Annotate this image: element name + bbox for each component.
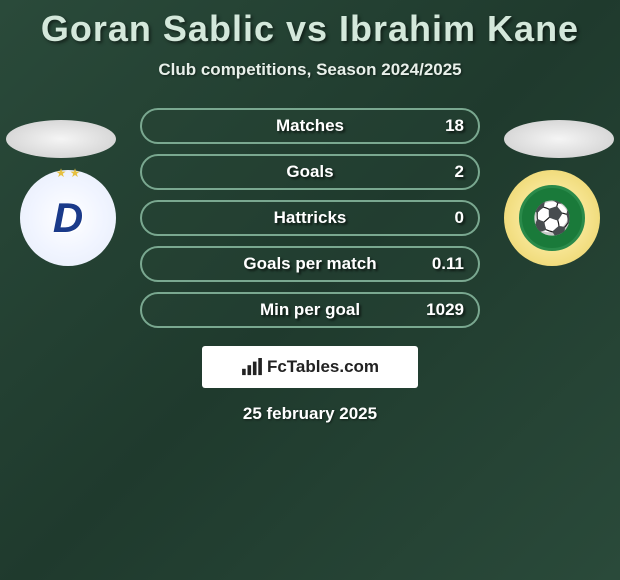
stat-row-matches: Matches 18 xyxy=(140,108,480,144)
stat-value-right: 18 xyxy=(445,116,464,136)
comparison-panel: ★ ★ D ⚽ Matches 18 Goals 2 Hattricks 0 G… xyxy=(0,108,620,424)
date-line: 25 february 2025 xyxy=(0,404,620,424)
stat-row-goals-per-match: Goals per match 0.11 xyxy=(140,246,480,282)
club-left-initial: D xyxy=(53,194,83,242)
stat-value-right: 0.11 xyxy=(432,254,464,274)
stat-row-min-per-goal: Min per goal 1029 xyxy=(140,292,480,328)
stat-label: Min per goal xyxy=(260,300,360,320)
stat-label: Goals per match xyxy=(243,254,376,274)
attribution-box: FcTables.com xyxy=(202,346,418,388)
club-right-badge: ⚽ xyxy=(504,170,600,266)
stat-row-goals: Goals 2 xyxy=(140,154,480,190)
stat-label: Hattricks xyxy=(274,208,347,228)
subtitle: Club competitions, Season 2024/2025 xyxy=(0,60,620,80)
bar-chart-icon xyxy=(241,358,263,376)
stat-value-right: 2 xyxy=(455,162,464,182)
stat-value-right: 1029 xyxy=(426,300,464,320)
club-right-inner: ⚽ xyxy=(519,185,585,251)
stat-label: Matches xyxy=(276,116,344,136)
club-left-badge: ★ ★ D xyxy=(20,170,116,266)
stat-label: Goals xyxy=(286,162,333,182)
player-right-photo-placeholder xyxy=(504,120,614,158)
page-title: Goran Sablic vs Ibrahim Kane xyxy=(0,0,620,50)
player-left-photo-placeholder xyxy=(6,120,116,158)
stat-row-hattricks: Hattricks 0 xyxy=(140,200,480,236)
club-left-stars-icon: ★ ★ xyxy=(56,166,81,180)
attribution-text: FcTables.com xyxy=(267,357,379,377)
football-icon: ⚽ xyxy=(532,202,572,234)
stat-rows: Matches 18 Goals 2 Hattricks 0 Goals per… xyxy=(140,108,480,328)
stat-value-right: 0 xyxy=(455,208,464,228)
